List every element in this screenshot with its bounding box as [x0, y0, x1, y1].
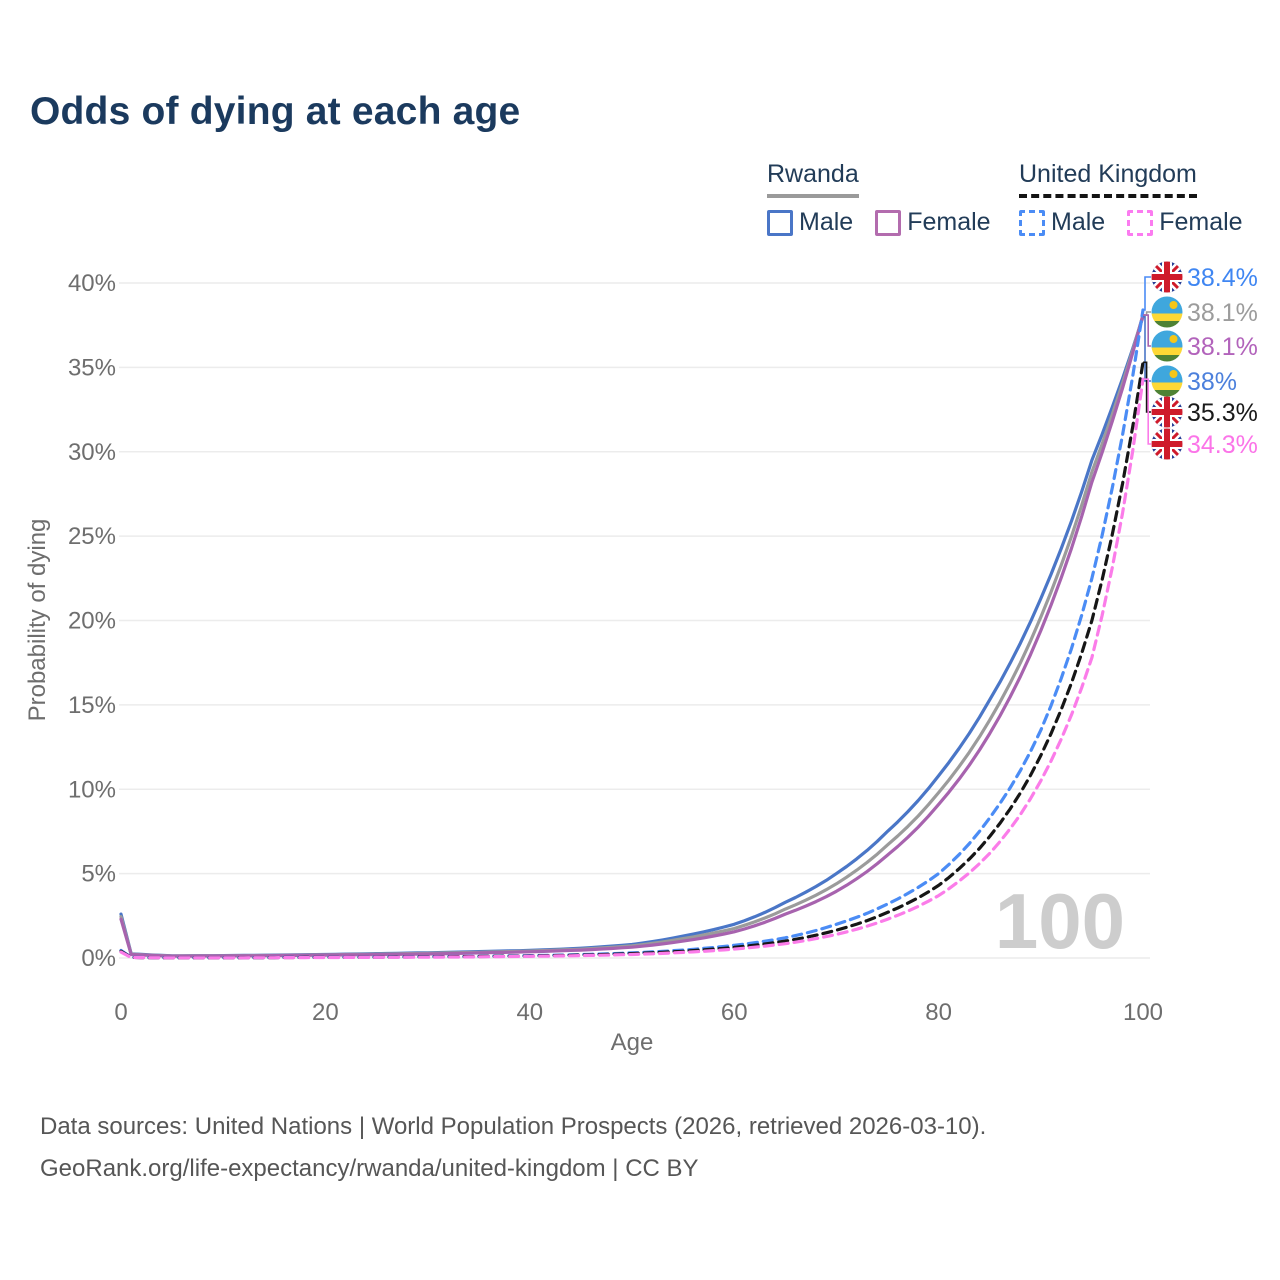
y-axis-title: Probability of dying	[24, 519, 51, 722]
legend-country-rwanda: Rwanda	[767, 160, 859, 198]
y-axis-tick-label: 15%	[68, 692, 116, 719]
series-line-rwanda-female	[119, 313, 1145, 958]
y-axis-tick-label: 25%	[68, 523, 116, 550]
legend-label-rwanda-female: Female	[907, 208, 991, 236]
y-axis-tick-label: 5%	[81, 861, 116, 888]
end-label-connector-uk-male	[1143, 276, 1151, 311]
legend-item-uk-male: Male	[1019, 208, 1105, 237]
legend-item-rwanda-female: Female	[875, 208, 991, 237]
footer: Data sources: United Nations | World Pop…	[40, 1106, 1240, 1190]
flag-rwanda-icon	[1151, 330, 1183, 362]
y-axis-tick-label: 20%	[68, 608, 116, 635]
legend-label-uk-male: Male	[1051, 208, 1106, 236]
x-axis-tick-label: 100	[1123, 999, 1163, 1026]
flag-rwanda-icon	[1151, 365, 1183, 397]
series-line-rwanda-male	[119, 315, 1145, 958]
legend-group-rwanda: Rwanda Male Female	[767, 160, 1013, 237]
end-label-value-uk-both: 35.3%	[1187, 399, 1258, 427]
flag-rwanda-icon	[1151, 296, 1183, 328]
end-label-connector-rwanda-female	[1143, 314, 1151, 347]
flag-united-kingdom-icon	[1151, 261, 1183, 293]
end-label-value-uk-female: 34.3%	[1187, 431, 1258, 459]
end-label-value-rwanda-both: 38.1%	[1187, 299, 1258, 327]
legend-swatch-uk-female-icon	[1127, 209, 1154, 236]
legend-label-rwanda-male: Male	[799, 208, 854, 236]
legend-item-rwanda-male: Male	[767, 208, 853, 237]
x-axis-tick-label: 40	[516, 999, 543, 1026]
x-axis-tick-label: 80	[925, 999, 952, 1026]
series-line-rwanda-both	[119, 313, 1145, 958]
legend-items-rwanda: Male Female	[767, 208, 1013, 237]
end-label-value-uk-male: 38.4%	[1187, 264, 1258, 292]
legend-label-uk-female: Female	[1159, 208, 1243, 236]
y-axis-tick-label: 40%	[68, 270, 116, 297]
y-axis-tick-label: 35%	[68, 354, 116, 381]
y-axis-tick-label: 0%	[81, 945, 116, 972]
legend-country-united-kingdom: United Kingdom	[1019, 160, 1197, 198]
flag-united-kingdom-icon	[1151, 396, 1183, 428]
legend-swatch-rwanda-male-icon	[767, 209, 793, 236]
series-line-uk-female	[119, 377, 1145, 960]
y-axis-tick-label: 30%	[68, 439, 116, 466]
legend-items-united-kingdom: Male Female	[1019, 208, 1265, 237]
x-axis-tick-label: 20	[312, 999, 339, 1026]
page-title: Odds of dying at each age	[30, 90, 521, 133]
legend-swatch-rwanda-female-icon	[875, 209, 902, 236]
legend-swatch-uk-male-icon	[1019, 209, 1045, 236]
end-label-value-rwanda-male: 38%	[1187, 368, 1237, 396]
legend-group-united-kingdom: United Kingdom Male Female	[1019, 160, 1265, 237]
x-axis-title: Age	[611, 1029, 654, 1056]
flag-united-kingdom-icon	[1151, 428, 1183, 460]
end-label-connector-uk-female	[1143, 378, 1151, 445]
watermark-100: 100	[995, 877, 1125, 965]
end-label-value-rwanda-female: 38.1%	[1187, 333, 1258, 361]
y-axis-tick-label: 10%	[68, 776, 116, 803]
legend-item-uk-female: Female	[1127, 208, 1243, 237]
footer-data-sources: Data sources: United Nations | World Pop…	[40, 1113, 987, 1140]
footer-attribution-url: GeoRank.org/life-expectancy/rwanda/unite…	[40, 1155, 699, 1182]
x-axis-tick-label: 60	[721, 999, 748, 1026]
x-axis-tick-label: 0	[114, 999, 127, 1026]
series-line-uk-male	[119, 308, 1145, 960]
